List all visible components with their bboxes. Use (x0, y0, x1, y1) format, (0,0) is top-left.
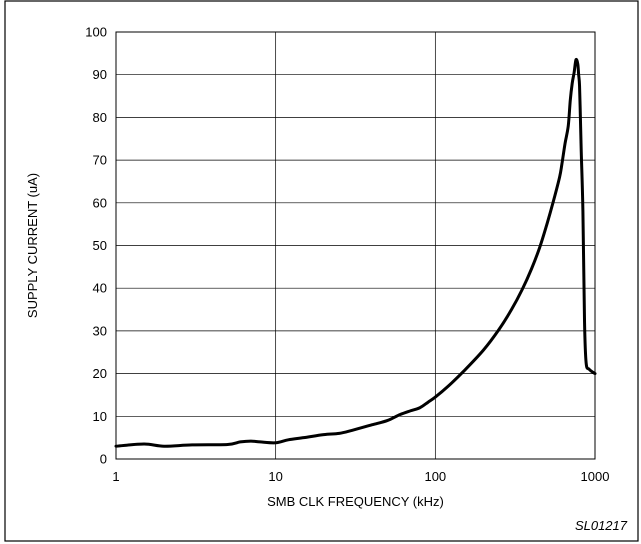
x-axis-label: SMB CLK FREQUENCY (kHz) (267, 494, 444, 509)
series-line (114, 57, 597, 448)
y-tick-label: 90 (93, 67, 107, 82)
figure-code-label: SL01217 (575, 518, 628, 533)
y-axis-label: SUPPLY CURRENT (uA) (25, 173, 40, 318)
y-axis-ticks: 0 10 20 30 40 50 60 70 80 90 100 (85, 25, 107, 467)
plot-frame (115, 31, 596, 460)
x-tick-label: 1000 (581, 469, 610, 484)
y-tick-label: 0 (100, 452, 107, 467)
y-tick-label: 100 (85, 25, 107, 40)
series-layer (114, 57, 597, 448)
y-tick-label: 10 (93, 409, 107, 424)
y-tick-label: 80 (93, 110, 107, 125)
y-tick-label: 50 (93, 238, 107, 253)
y-tick-label: 70 (93, 153, 107, 168)
x-tick-label: 100 (424, 469, 446, 484)
x-axis-ticks: 1 10 100 1000 (112, 469, 609, 484)
chart-border (4, 0, 639, 542)
x-tick-label: 1 (112, 469, 119, 484)
x-tick-label: 10 (268, 469, 282, 484)
y-tick-label: 20 (93, 366, 107, 381)
y-tick-label: 40 (93, 281, 107, 296)
y-tick-label: 30 (93, 323, 107, 338)
y-tick-label: 60 (93, 195, 107, 210)
